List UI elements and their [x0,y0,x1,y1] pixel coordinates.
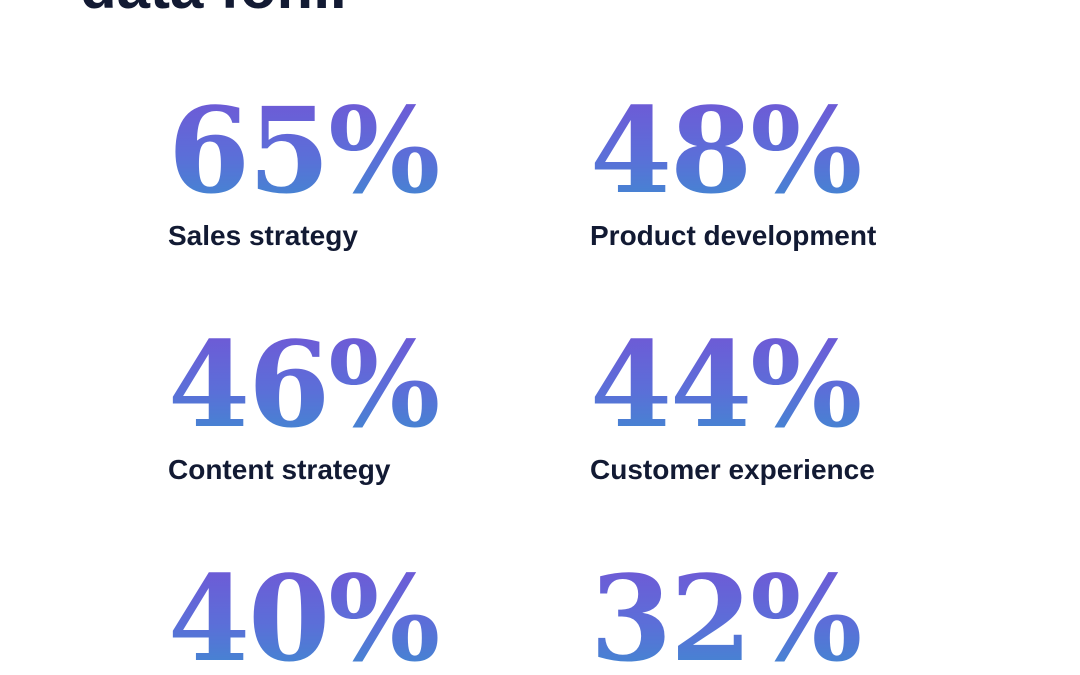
stat-product-development: 48% Product development [590,92,876,252]
stat-sixth: 32% [590,560,862,675]
stat-value: 65% [168,81,440,220]
stat-label: Product development [590,220,877,251]
stat-value: 32% [590,560,862,675]
stat-fifth: 40% [168,560,440,675]
stat-label: Content strategy [168,454,391,485]
stat-value: 46% [168,315,440,454]
page-heading: data for... [80,0,347,18]
stat-customer-experience: 44% Customer experience [590,326,875,486]
stat-value: 44% [590,326,875,444]
stat-value: 40% [168,560,440,675]
stat-content-strategy: 46% Content strategy [168,315,440,486]
stat-label: Customer experience [590,454,875,485]
stat-sales-strategy: 65% Sales strategy [168,81,440,252]
stat-label: Sales strategy [168,220,358,251]
stat-value: 48% [590,92,876,210]
